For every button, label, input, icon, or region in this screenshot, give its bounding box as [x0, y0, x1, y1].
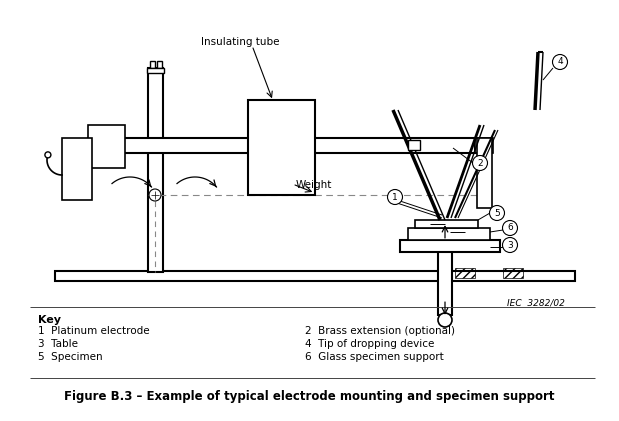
Circle shape: [490, 205, 504, 221]
Text: 5: 5: [494, 208, 500, 218]
Text: IEC  3282/02: IEC 3282/02: [507, 298, 565, 307]
Bar: [455, 268, 475, 278]
Bar: [438, 222, 452, 315]
Bar: [415, 220, 478, 228]
Circle shape: [503, 221, 517, 235]
Text: Key: Key: [38, 315, 61, 325]
Bar: [400, 240, 500, 252]
Text: 2: 2: [477, 158, 483, 168]
Bar: [88, 138, 475, 153]
Bar: [477, 138, 492, 208]
Bar: [55, 271, 575, 281]
Text: 6  Glass specimen support: 6 Glass specimen support: [305, 352, 444, 362]
Circle shape: [472, 155, 488, 171]
Bar: [147, 68, 164, 73]
Bar: [62, 138, 92, 200]
Bar: [150, 61, 155, 68]
Bar: [88, 125, 125, 168]
Text: 4  Tip of dropping device: 4 Tip of dropping device: [305, 339, 435, 349]
Text: Figure B.3 – Example of typical electrode mounting and specimen support: Figure B.3 – Example of typical electrod…: [64, 390, 554, 403]
Text: 2  Brass extension (optional): 2 Brass extension (optional): [305, 326, 455, 336]
Bar: [475, 138, 493, 153]
Text: 4: 4: [557, 58, 563, 67]
Bar: [408, 228, 490, 240]
Text: Insulating tube: Insulating tube: [201, 37, 279, 47]
Text: 1: 1: [392, 192, 398, 202]
Text: Weight: Weight: [296, 180, 332, 190]
Circle shape: [149, 189, 161, 201]
Text: 6: 6: [507, 224, 513, 232]
Circle shape: [438, 313, 452, 327]
Circle shape: [45, 152, 51, 158]
Bar: [408, 140, 420, 150]
Text: 3  Table: 3 Table: [38, 339, 78, 349]
Text: 5  Specimen: 5 Specimen: [38, 352, 103, 362]
Circle shape: [553, 54, 568, 69]
Bar: [503, 268, 523, 278]
Text: 1  Platinum electrode: 1 Platinum electrode: [38, 326, 150, 336]
Circle shape: [503, 237, 517, 253]
Text: 3: 3: [507, 240, 513, 250]
Circle shape: [387, 189, 402, 205]
Bar: [157, 61, 162, 68]
Bar: [248, 100, 315, 195]
Bar: [148, 68, 163, 272]
